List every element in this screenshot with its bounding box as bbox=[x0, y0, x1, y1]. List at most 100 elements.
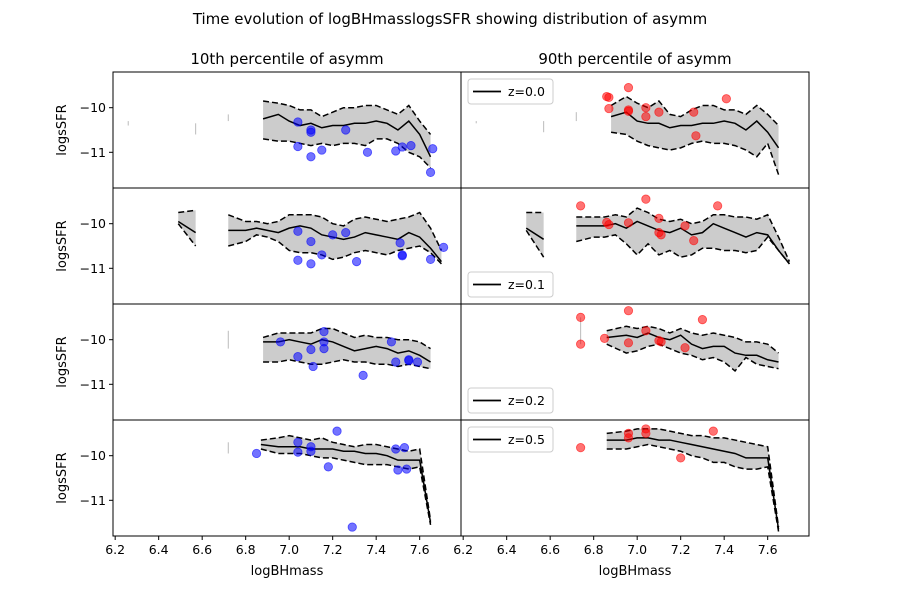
scatter-point bbox=[358, 370, 368, 380]
scatter-point bbox=[332, 426, 342, 436]
scatter-point bbox=[676, 453, 686, 463]
median-line bbox=[606, 332, 779, 363]
lower-percentile-line bbox=[525, 229, 545, 258]
scatter-point bbox=[293, 352, 303, 362]
scatter-point bbox=[623, 306, 634, 316]
y-tick-label: −11 bbox=[80, 377, 106, 392]
legend-label: z=0.1 bbox=[508, 277, 545, 292]
scatter-point bbox=[656, 337, 666, 347]
scatter-point bbox=[402, 464, 412, 474]
scatter-point bbox=[293, 255, 303, 265]
y-tick-label: −10 bbox=[80, 332, 106, 347]
scatter-point bbox=[623, 218, 634, 228]
scatter-point bbox=[323, 462, 333, 472]
scatter-point bbox=[641, 326, 651, 336]
scatter-point bbox=[306, 344, 316, 355]
scatter-point bbox=[623, 83, 634, 93]
left-column-title: 10th percentile of asymm bbox=[190, 50, 383, 68]
scatter-point bbox=[362, 147, 373, 157]
scatter-point bbox=[576, 339, 586, 349]
lower-percentile-line bbox=[610, 131, 780, 175]
scatter-point bbox=[293, 117, 303, 127]
x-tick-label: 7.2 bbox=[671, 542, 691, 557]
x-tick-label: 6.6 bbox=[540, 542, 560, 557]
y-tick-label: −11 bbox=[80, 493, 106, 508]
x-tick-label: 7.0 bbox=[279, 542, 299, 557]
scatter-point bbox=[306, 446, 316, 456]
legend-label: z=0.2 bbox=[508, 393, 545, 408]
y-tick-label: −11 bbox=[80, 145, 106, 160]
scatter-point bbox=[404, 356, 414, 366]
scatter-point bbox=[425, 167, 436, 177]
scatter-point bbox=[293, 141, 303, 152]
scatter-point bbox=[641, 112, 651, 122]
x-tick-label: 7.6 bbox=[410, 542, 430, 557]
panel-r2-right bbox=[460, 303, 810, 421]
scatter-point bbox=[328, 230, 338, 240]
x-tick-label: 6.2 bbox=[453, 542, 473, 557]
scatter-point bbox=[293, 437, 303, 447]
scatter-point bbox=[391, 146, 401, 156]
scatter-point bbox=[341, 228, 351, 238]
y-axis-label: logsSFR bbox=[55, 104, 70, 155]
scatter-point bbox=[689, 107, 699, 117]
scatter-point bbox=[391, 444, 401, 454]
scatter-point bbox=[306, 259, 316, 269]
scatter-point bbox=[604, 92, 614, 103]
scatter-point bbox=[654, 213, 664, 223]
scatter-point bbox=[721, 94, 731, 104]
lower-percentile-line bbox=[228, 234, 442, 265]
x-tick-label: 6.2 bbox=[105, 542, 125, 557]
percentile-band bbox=[606, 428, 779, 532]
scatter-point bbox=[680, 343, 690, 353]
scatter-point bbox=[656, 230, 666, 240]
x-axis-label-left: logBHmass bbox=[251, 564, 324, 579]
y-tick-label: −10 bbox=[80, 448, 106, 463]
scatter-point bbox=[641, 194, 651, 204]
scatter-point bbox=[708, 426, 718, 436]
scatter-point bbox=[697, 315, 708, 325]
scatter-point bbox=[599, 333, 610, 343]
scatter-point bbox=[275, 337, 286, 347]
scatter-point bbox=[397, 251, 407, 261]
x-axis-label-right: logBHmass bbox=[599, 564, 672, 579]
scatter-point bbox=[412, 357, 423, 367]
scatter-point bbox=[438, 242, 449, 252]
y-axis-label: logsSFR bbox=[55, 336, 70, 387]
x-tick-label: 6.6 bbox=[192, 542, 212, 557]
panel-r3-right bbox=[460, 419, 810, 537]
panel-r0-right bbox=[460, 71, 810, 189]
scatter-point bbox=[713, 201, 723, 211]
median-line bbox=[228, 225, 443, 263]
scatter-point bbox=[341, 125, 351, 135]
scatter-point bbox=[641, 103, 651, 113]
percentile-band bbox=[606, 326, 779, 371]
panel-r0-left bbox=[112, 71, 462, 189]
upper-percentile-line bbox=[262, 100, 432, 135]
legend-box bbox=[467, 387, 554, 414]
y-tick-label: −10 bbox=[80, 216, 106, 231]
scatter-point bbox=[576, 443, 586, 453]
scatter-point bbox=[406, 141, 416, 151]
scatter-point bbox=[425, 254, 436, 264]
scatter-point bbox=[623, 433, 634, 443]
scatter-point bbox=[623, 338, 634, 348]
x-tick-label: 6.8 bbox=[236, 542, 256, 557]
scatter-point bbox=[317, 250, 327, 260]
scatter-point bbox=[251, 448, 262, 459]
y-axis-label: logsSFR bbox=[55, 452, 70, 503]
x-tick-label: 7.4 bbox=[366, 542, 386, 557]
x-tick-label: 6.4 bbox=[497, 542, 517, 557]
x-tick-label: 6.4 bbox=[149, 542, 169, 557]
lower-percentile-line bbox=[263, 359, 431, 370]
panel-r1-left bbox=[112, 187, 462, 305]
scatter-point bbox=[641, 428, 651, 438]
scatter-point bbox=[604, 219, 614, 230]
upper-percentile-line bbox=[606, 325, 780, 354]
panel-grid: z=0.0 z=0.1 z=0.2 z=0.5 −10 −11 logsSFR −10 −11 l… bbox=[55, 71, 810, 557]
scatter-point bbox=[306, 236, 316, 247]
legend-label: z=0.0 bbox=[508, 84, 545, 99]
scatter-point bbox=[654, 107, 664, 117]
legend-box bbox=[467, 78, 554, 105]
